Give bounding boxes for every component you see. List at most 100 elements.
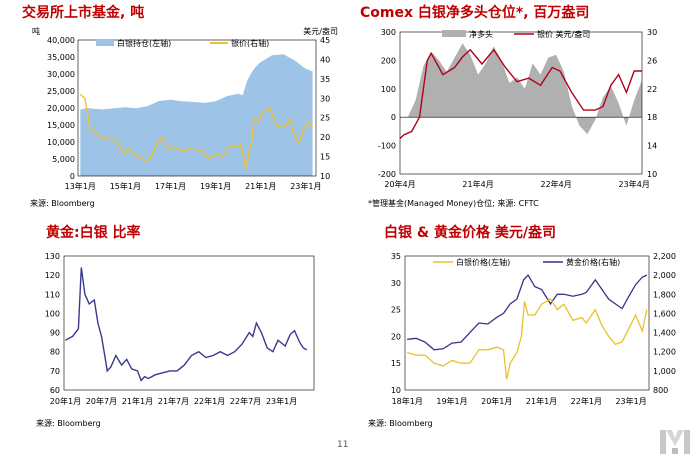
comex-x-tick-2: 22年4月 — [540, 179, 571, 189]
comex-x-tick-3: 23年4月 — [619, 179, 650, 189]
ratio-y-tick-7: 130 — [45, 252, 60, 261]
ratio-y-tick-1: 70 — [50, 367, 60, 376]
comex-y-right-tick-2: 18 — [647, 113, 657, 122]
prices-y-right-tick-2: 1,200 — [653, 348, 676, 357]
etf-left-unit: 吨 — [32, 26, 40, 36]
ratio-y-tick-2: 80 — [50, 348, 60, 357]
comex-y-right-tick-4: 26 — [647, 56, 657, 65]
prices-y-left-tick-4: 30 — [391, 279, 401, 288]
comex-legend-net-long: 净多头 — [469, 29, 493, 39]
etf-silver-price-line — [79, 93, 314, 169]
comex-y-left-tick-0: -200 — [378, 170, 396, 179]
comex-legend-price: 银价 美元/盎司 — [537, 29, 590, 39]
etf-legend-price: 银价(右轴) — [231, 38, 269, 48]
comex-x-tick-1: 21年4月 — [462, 179, 493, 189]
prices-chart-title: 白银 & 黄金价格 美元/盎司 — [384, 225, 556, 241]
comex-y-left-tick-5: 300 — [381, 28, 396, 37]
etf-y-right-tick-1: 15 — [320, 153, 330, 162]
prices-y-right-tick-4: 1,600 — [653, 309, 676, 318]
ratio-x-tick-4: 22年1月 — [194, 396, 225, 406]
ratio-source: 来源: Bloomberg — [36, 419, 101, 428]
etf-plot-frame — [77, 39, 317, 177]
etf-y-right-tick-7: 45 — [320, 36, 330, 45]
ratio-y-tick-6: 120 — [45, 271, 60, 280]
comex-source: *管理基金(Managed Money)仓位; 来源: CFTC — [368, 199, 539, 208]
comex-chart-title: Comex 白银净多头仓位*, 百万盎司 — [360, 5, 590, 21]
prices-y-left-tick-1: 15 — [391, 359, 401, 368]
etf-x-tick-0: 13年1月 — [65, 181, 96, 191]
ratio-x-tick-5: 22年7月 — [230, 396, 261, 406]
ratio-x-tick-1: 20年7月 — [86, 396, 117, 406]
comex-silver-price-line — [399, 48, 642, 140]
comex-y-left-tick-3: 100 — [381, 85, 396, 94]
prices-y-right-tick-7: 2,200 — [653, 252, 676, 261]
etf-x-tick-2: 17年1月 — [155, 181, 186, 191]
prices-x-tick-3: 21年1月 — [526, 396, 557, 406]
prices-y-right-tick-0: 800 — [653, 386, 668, 395]
etf-legend-swatch-holdings — [96, 39, 114, 46]
comex-y-left-tick-1: -100 — [378, 142, 396, 151]
comex-y-right-tick-5: 30 — [647, 28, 657, 37]
prices-x-tick-0: 18年1月 — [392, 396, 423, 406]
etf-y-right-tick-0: 10 — [320, 172, 330, 181]
page-number: 11 — [337, 440, 349, 450]
etf-y-left-tick-1: 5,000 — [52, 155, 75, 164]
etf-y-right-tick-4: 30 — [320, 94, 330, 103]
ratio-x-tick-0: 20年1月 — [50, 396, 81, 406]
prices-y-right-tick-6: 2,000 — [653, 271, 676, 280]
prices-source: 来源: Bloomberg — [368, 419, 433, 428]
etf-x-tick-5: 23年1月 — [290, 181, 321, 191]
comex-y-right-tick-1: 14 — [647, 142, 657, 151]
etf-chart: 0 5,000 10,000 15,000 20,000 25,000 30,000 35,0… — [32, 26, 338, 191]
etf-source: 来源: Bloomberg — [30, 199, 95, 208]
prices-plot-frame — [404, 255, 650, 391]
comex-net-long-area — [400, 43, 642, 135]
comex-chart: -200 -100 0 100 200 300 10 14 18 22 26 30 20年4月 21年4月… — [378, 28, 657, 189]
prices-legend-gold: 黄金价格(右轴) — [566, 257, 620, 267]
prices-y-right-tick-3: 1,400 — [653, 329, 676, 338]
etf-y-right-tick-2: 20 — [320, 133, 330, 142]
etf-x-tick-4: 21年1月 — [245, 181, 276, 191]
etf-y-left-tick-6: 30,000 — [47, 70, 75, 79]
etf-y-left-tick-3: 15,000 — [47, 121, 75, 130]
etf-x-tick-3: 19年1月 — [200, 181, 231, 191]
ratio-y-tick-4: 100 — [45, 309, 60, 318]
prices-x-tick-4: 22年1月 — [571, 396, 602, 406]
ratio-x-tick-3: 21年7月 — [158, 396, 189, 406]
ratio-x-tick-6: 23年1月 — [266, 396, 297, 406]
ratio-y-tick-3: 90 — [50, 329, 60, 338]
prices-y-left-tick-3: 25 — [391, 306, 401, 315]
prices-x-tick-1: 19年1月 — [436, 396, 467, 406]
comex-y-left-tick-2: 0 — [391, 113, 396, 122]
ratio-line — [65, 267, 308, 382]
prices-x-tick-2: 20年1月 — [481, 396, 512, 406]
etf-chart-title: 交易所上市基金, 吨 — [22, 5, 145, 21]
ratio-plot-frame — [63, 255, 315, 391]
prices-chart: 10 15 20 25 30 35 800 1,000 1,200 1,400 1,600 1,800… — [391, 252, 676, 406]
brand-logo-icon — [660, 430, 690, 454]
comex-y-right-tick-3: 22 — [647, 85, 657, 94]
ratio-chart-title: 黄金:白银 比率 — [46, 225, 141, 241]
comex-y-left-tick-4: 200 — [381, 56, 396, 65]
prices-legend-silver: 白银价格(左轴) — [456, 257, 510, 267]
comex-x-tick-0: 20年4月 — [384, 179, 415, 189]
etf-y-left-tick-2: 10,000 — [47, 138, 75, 147]
prices-y-right-tick-5: 1,800 — [653, 290, 676, 299]
etf-legend-holdings: 白银持仓(左轴) — [117, 38, 171, 48]
prices-y-left-tick-2: 20 — [391, 332, 401, 341]
prices-y-left-tick-5: 35 — [391, 252, 401, 261]
etf-y-left-tick-8: 40,000 — [47, 36, 75, 45]
prices-gold-line — [407, 274, 648, 351]
etf-y-left-tick-4: 20,000 — [47, 104, 75, 113]
etf-y-left-tick-5: 25,000 — [47, 87, 75, 96]
etf-y-right-tick-6: 40 — [320, 55, 330, 64]
prices-silver-line — [407, 298, 648, 380]
etf-right-unit: 美元/盎司 — [303, 26, 338, 36]
ratio-y-tick-5: 110 — [45, 290, 60, 299]
comex-legend-swatch-net-long — [442, 30, 466, 37]
etf-y-right-tick-3: 25 — [320, 114, 330, 123]
comex-y-right-tick-0: 10 — [647, 170, 657, 179]
etf-x-tick-1: 15年1月 — [110, 181, 141, 191]
comex-plot-frame — [399, 31, 643, 175]
etf-y-left-tick-0: 0 — [70, 172, 75, 181]
